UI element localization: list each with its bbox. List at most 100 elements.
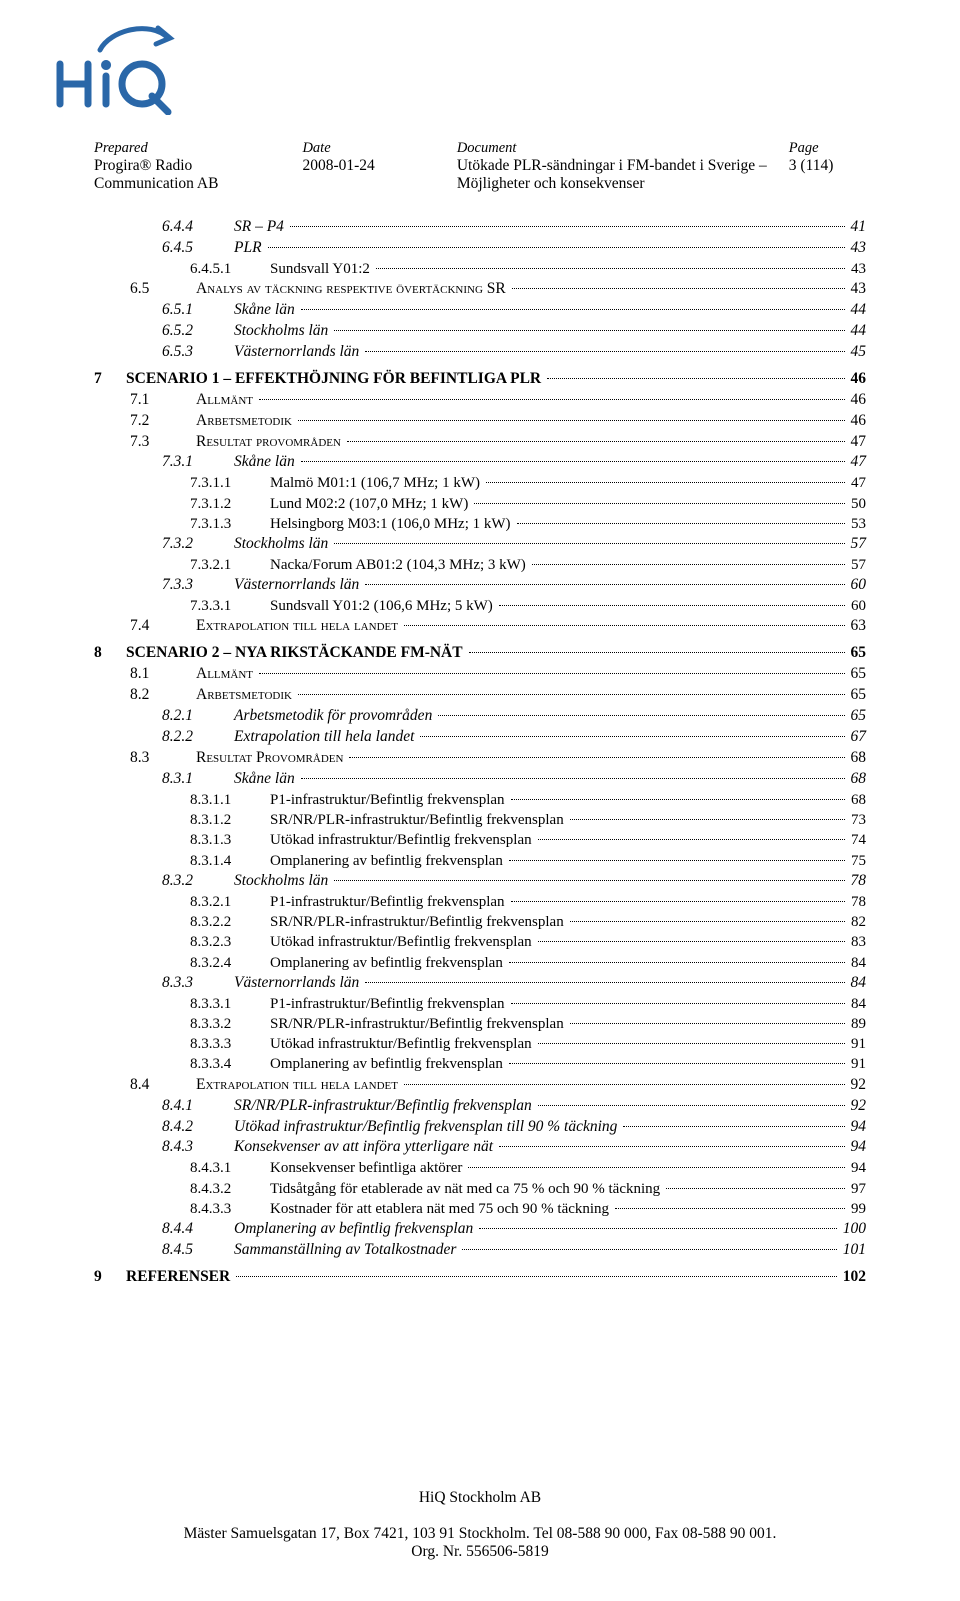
toc-page-number: 45 — [847, 342, 867, 363]
toc-number: 8.3.1.2 — [190, 810, 270, 830]
toc-page-number: 53 — [847, 514, 866, 534]
toc-page-number: 73 — [847, 810, 866, 830]
toc-number: 8.2.2 — [162, 727, 234, 748]
toc-title: PLR — [234, 238, 266, 259]
toc-number: 8.3.3.1 — [190, 994, 270, 1014]
toc-entry: 8.1Allmänt65 — [94, 664, 866, 685]
toc-number: 7.3.1.1 — [190, 473, 270, 493]
toc-leader-dots — [268, 247, 845, 248]
toc-title: SR/NR/PLR-infrastruktur/Befintlig frekve… — [234, 1096, 536, 1117]
toc-leader-dots — [532, 564, 845, 565]
toc-title: Sammanställning av Totalkostnader — [234, 1240, 460, 1261]
toc-leader-dots — [236, 1276, 837, 1277]
toc-title: Nacka/Forum AB01:2 (104,3 MHz; 3 kW) — [270, 555, 530, 575]
toc-page-number: 78 — [847, 892, 866, 912]
toc-number: 6.4.4 — [162, 217, 234, 238]
toc-title: Arbetsmetodik för provområden — [234, 706, 436, 727]
toc-entry: 8.3.1.3Utökad infrastruktur/Befintlig fr… — [94, 830, 866, 850]
toc-page-number: 47 — [847, 432, 867, 453]
toc-title: Västernorrlands län — [234, 342, 363, 363]
toc-title: Utökad infrastruktur/Befintlig frekvensp… — [234, 1117, 621, 1138]
toc-page-number: 47 — [847, 473, 866, 493]
toc-number: 7.3.1 — [162, 452, 234, 473]
toc-page-number: 101 — [839, 1240, 866, 1261]
toc-number: 7.3.3 — [162, 575, 234, 596]
toc-title: Arbetsmetodik — [196, 411, 296, 432]
toc-number: 8.1 — [130, 664, 196, 685]
toc-entry: 7.2Arbetsmetodik46 — [94, 411, 866, 432]
toc-number: 8.4.1 — [162, 1096, 234, 1117]
toc-page-number: 84 — [847, 994, 866, 1014]
toc-title: Utökad infrastruktur/Befintlig frekvensp… — [270, 932, 536, 952]
toc-number: 9 — [94, 1267, 126, 1288]
toc-leader-dots — [298, 420, 845, 421]
toc-title: Sundsvall Y01:2 — [270, 259, 374, 279]
toc-title: Arbetsmetodik — [196, 685, 296, 706]
toc-page-number: 65 — [847, 685, 867, 706]
toc-number: 8.4.2 — [162, 1117, 234, 1138]
toc-entry: 7.4Extrapolation till hela landet63 — [94, 616, 866, 637]
toc-page-number: 100 — [839, 1219, 866, 1240]
header-prepared-line2: Communication AB — [94, 175, 302, 193]
toc-number: 8.3.1.3 — [190, 830, 270, 850]
toc-entry: 6.4.5PLR43 — [94, 238, 866, 259]
toc-entry: 7SCENARIO 1 – EFFEKTHÖJNING FÖR BEFINTLI… — [94, 369, 866, 390]
toc-number: 8.3 — [130, 748, 196, 769]
toc-leader-dots — [623, 1126, 844, 1127]
toc-page-number: 89 — [847, 1014, 866, 1034]
toc-title: Omplanering av befintlig frekvensplan — [270, 1054, 507, 1074]
toc-leader-dots — [438, 715, 844, 716]
toc-page-number: 92 — [847, 1096, 867, 1117]
toc-page-number: 99 — [847, 1199, 866, 1219]
toc-leader-dots — [509, 962, 845, 963]
toc-entry: 7.3.1.3Helsingborg M03:1 (106,0 MHz; 1 k… — [94, 514, 866, 534]
toc-leader-dots — [259, 673, 844, 674]
toc-leader-dots — [468, 1167, 845, 1168]
toc-page-number: 75 — [847, 851, 866, 871]
toc-entry: 8.3.2Stockholms län78 — [94, 871, 866, 892]
toc-number: 6.4.5.1 — [190, 259, 270, 279]
toc-entry: 6.4.4SR – P441 — [94, 217, 866, 238]
toc-title: SR – P4 — [234, 217, 288, 238]
toc-leader-dots — [538, 1043, 845, 1044]
toc-title: Skåne län — [234, 769, 299, 790]
toc-number: 8.2 — [130, 685, 196, 706]
toc-title: Extrapolation till hela landet — [234, 727, 418, 748]
toc-leader-dots — [404, 625, 845, 626]
toc-entry: 8.4.3.3Kostnader för att etablera nät me… — [94, 1199, 866, 1219]
toc-page-number: 57 — [847, 555, 866, 575]
toc-page-number: 65 — [847, 664, 867, 685]
toc-entry: 6.5.2Stockholms län44 — [94, 321, 866, 342]
toc-number: 6.5.2 — [162, 321, 234, 342]
toc-title: Sundsvall Y01:2 (106,6 MHz; 5 kW) — [270, 596, 497, 616]
toc-leader-dots — [509, 860, 845, 861]
toc-leader-dots — [334, 880, 844, 881]
toc-entry: 8.3.3Västernorrlands län84 — [94, 973, 866, 994]
toc-leader-dots — [376, 268, 845, 269]
toc-leader-dots — [334, 543, 844, 544]
toc-number: 7.1 — [130, 390, 196, 411]
toc-number: 8.3.1.1 — [190, 790, 270, 810]
toc-entry: 7.3.1.2Lund M02:2 (107,0 MHz; 1 kW)50 — [94, 494, 866, 514]
toc-entry: 6.5.1Skåne län44 — [94, 300, 866, 321]
toc-entry: 8.4.5Sammanställning av Totalkostnader10… — [94, 1240, 866, 1261]
toc-entry: 7.3.1.1Malmö M01:1 (106,7 MHz; 1 kW)47 — [94, 473, 866, 493]
toc-entry: 7.3.2.1Nacka/Forum AB01:2 (104,3 MHz; 3 … — [94, 555, 866, 575]
document-header: Prepared Date Document Page Progira® Rad… — [94, 140, 866, 193]
toc-entry: 8.3.3.1P1-infrastruktur/Befintlig frekve… — [94, 994, 866, 1014]
toc-page-number: 60 — [847, 596, 866, 616]
toc-title: Konsekvenser befintliga aktörer — [270, 1158, 466, 1178]
toc-title: Stockholms län — [234, 321, 332, 342]
document-page: Prepared Date Document Page Progira® Rad… — [0, 0, 960, 1601]
toc-page-number: 68 — [847, 748, 867, 769]
toc-leader-dots — [301, 309, 845, 310]
toc-title: P1-infrastruktur/Befintlig frekvensplan — [270, 892, 509, 912]
toc-title: Lund M02:2 (107,0 MHz; 1 kW) — [270, 494, 472, 514]
toc-entry: 8.3.1.1P1-infrastruktur/Befintlig frekve… — [94, 790, 866, 810]
toc-entry: 8.3.2.2SR/NR/PLR-infrastruktur/Befintlig… — [94, 912, 866, 932]
toc-title: P1-infrastruktur/Befintlig frekvensplan — [270, 994, 509, 1014]
toc-leader-dots — [290, 226, 845, 227]
toc-entry: 9REFERENSER102 — [94, 1267, 866, 1288]
toc-page-number: 83 — [847, 932, 866, 952]
toc-entry: 6.5Analys av täckning respektive övertäc… — [94, 279, 866, 300]
